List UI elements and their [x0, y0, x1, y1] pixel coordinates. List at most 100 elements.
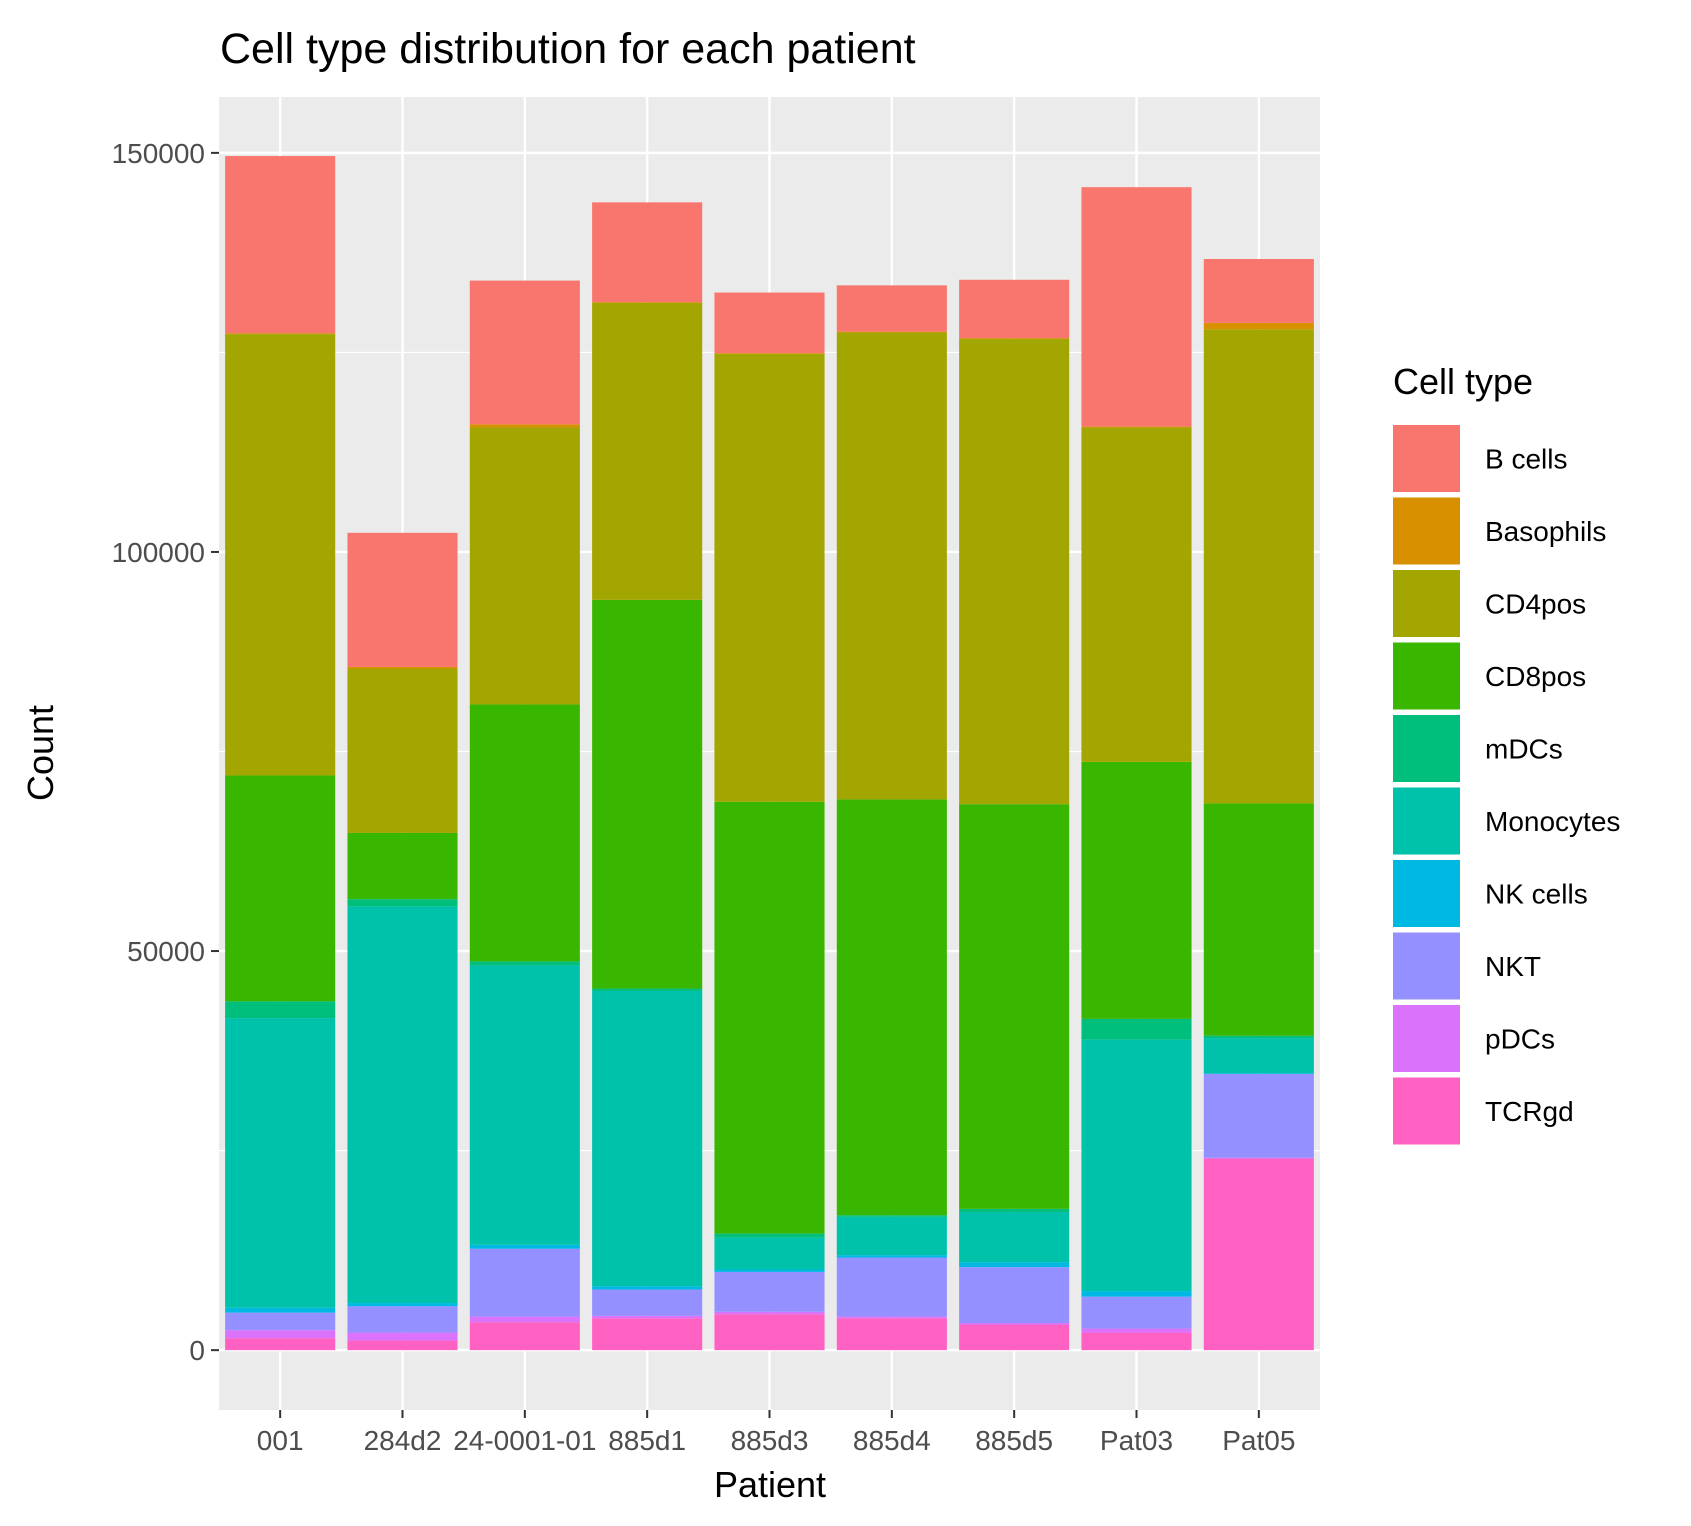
- bar-segment: [959, 1267, 1070, 1323]
- bar-segment: [959, 1208, 1070, 1213]
- bar-segment: [225, 1338, 336, 1351]
- bar-segment: [959, 338, 1070, 805]
- bar-segment: [592, 302, 703, 600]
- legend-key: [1393, 932, 1460, 1000]
- legend-key: [1393, 1077, 1460, 1145]
- bar-segment: [347, 1340, 458, 1351]
- bar-segment: [469, 1248, 580, 1317]
- bar-segment: [714, 353, 825, 355]
- legend-key: [1393, 497, 1460, 565]
- bar-segment: [836, 799, 947, 1216]
- legend-label: NKT: [1485, 951, 1541, 982]
- bar-segment: [1203, 1158, 1314, 1351]
- bar-segment: [592, 988, 703, 991]
- bar-segment: [1203, 1035, 1314, 1039]
- bar-segment: [225, 334, 336, 776]
- bar-segment: [347, 1306, 458, 1333]
- bar-segment: [1203, 329, 1314, 804]
- bar-segment: [1081, 427, 1192, 762]
- bar-segment: [714, 354, 825, 802]
- x-axis: 001 284d2 24-0001-01 885d1 885d3 885d4 885d5 Pa…: [257, 1410, 1295, 1456]
- legend-key: [1393, 570, 1460, 637]
- bar-segment: [1203, 322, 1314, 330]
- legend-label: B cells: [1485, 444, 1567, 475]
- bar-segment: [714, 1314, 825, 1351]
- bar-segment: [225, 1312, 336, 1331]
- bar-segment: [1081, 426, 1192, 428]
- bar-segment: [714, 1271, 825, 1312]
- bar-segment: [836, 1255, 947, 1258]
- bar-segment: [469, 424, 580, 428]
- legend-label: mDCs: [1485, 734, 1563, 765]
- bar-segment: [836, 285, 947, 332]
- bar-segment: [959, 1324, 1070, 1351]
- legend-label: CD4pos: [1485, 589, 1586, 620]
- bar-segment: [347, 832, 458, 900]
- y-tick-label: 50000: [127, 936, 205, 967]
- bar-segment: [836, 1216, 947, 1256]
- bar-segment: [1081, 1296, 1192, 1329]
- bar-segment: [225, 1018, 336, 1308]
- legend-key: [1393, 860, 1460, 927]
- bar-segment: [347, 666, 458, 669]
- bar-segment: [836, 1316, 947, 1319]
- bar-segment: [592, 1286, 703, 1290]
- bar-segment: [959, 338, 1070, 339]
- x-tick-label: 885d5: [975, 1425, 1053, 1456]
- bar-segment: [714, 292, 825, 354]
- bar-segment: [1081, 1291, 1192, 1297]
- x-tick-label: Pat03: [1100, 1425, 1173, 1456]
- bar-segment: [592, 1315, 703, 1319]
- bar-segment: [592, 1289, 703, 1316]
- bar-segment: [959, 279, 1070, 339]
- y-tick-label: 150000: [112, 138, 205, 169]
- legend: Cell type B cells Basophils CD4pos CD8pos mD…: [1393, 361, 1620, 1145]
- bar-segment: [714, 1237, 825, 1270]
- bar-segment: [959, 1262, 1070, 1268]
- bar-segment: [959, 804, 1070, 1209]
- bar-segment: [959, 1322, 1070, 1325]
- bar-segment: [1081, 1328, 1192, 1333]
- legend-key: [1393, 715, 1460, 782]
- chart-title: Cell type distribution for each patient: [220, 25, 916, 73]
- bar-segment: [347, 668, 458, 833]
- legend-title: Cell type: [1393, 361, 1533, 402]
- legend-label: NK cells: [1485, 879, 1588, 910]
- bar-segment: [1081, 187, 1192, 427]
- bar-segment: [1081, 1039, 1192, 1292]
- bar-segment: [1203, 803, 1314, 1036]
- bar-segment: [1203, 259, 1314, 323]
- legend-label: TCRgd: [1485, 1096, 1574, 1127]
- legend-key: [1393, 642, 1460, 710]
- legend-label: Basophils: [1485, 516, 1606, 547]
- bar-segment: [469, 1322, 580, 1351]
- bar-segment: [592, 302, 703, 303]
- legend-label: CD8pos: [1485, 661, 1586, 692]
- legend-key: [1393, 425, 1460, 492]
- bar-segment: [469, 1244, 580, 1249]
- bar-segment: [714, 1269, 825, 1272]
- bar-segment: [592, 1318, 703, 1351]
- bar-segment: [1203, 1157, 1314, 1159]
- bar-segment: [347, 906, 458, 1304]
- bar-segment: [225, 333, 336, 335]
- bar-segment: [469, 280, 580, 425]
- bar-segment: [836, 1318, 947, 1351]
- bar-segment: [836, 1257, 947, 1317]
- bar-segment: [592, 202, 703, 303]
- legend-key: [1393, 787, 1460, 855]
- x-tick-label: 24-0001-01: [453, 1425, 596, 1456]
- legend-label: pDCs: [1485, 1024, 1555, 1055]
- bar-segment: [347, 1332, 458, 1341]
- bar-segment: [836, 332, 947, 800]
- bar-segment: [592, 990, 703, 1287]
- x-tick-label: 001: [257, 1425, 304, 1456]
- bar-segment: [225, 1001, 336, 1019]
- bar-segment: [225, 1330, 336, 1339]
- bar-segment: [347, 899, 458, 907]
- bar-segment: [1081, 1332, 1192, 1351]
- x-tick-label: 284d2: [364, 1425, 442, 1456]
- bar-segment: [469, 965, 580, 1245]
- x-tick-label: 885d4: [853, 1425, 931, 1456]
- bar-segment: [959, 1212, 1070, 1263]
